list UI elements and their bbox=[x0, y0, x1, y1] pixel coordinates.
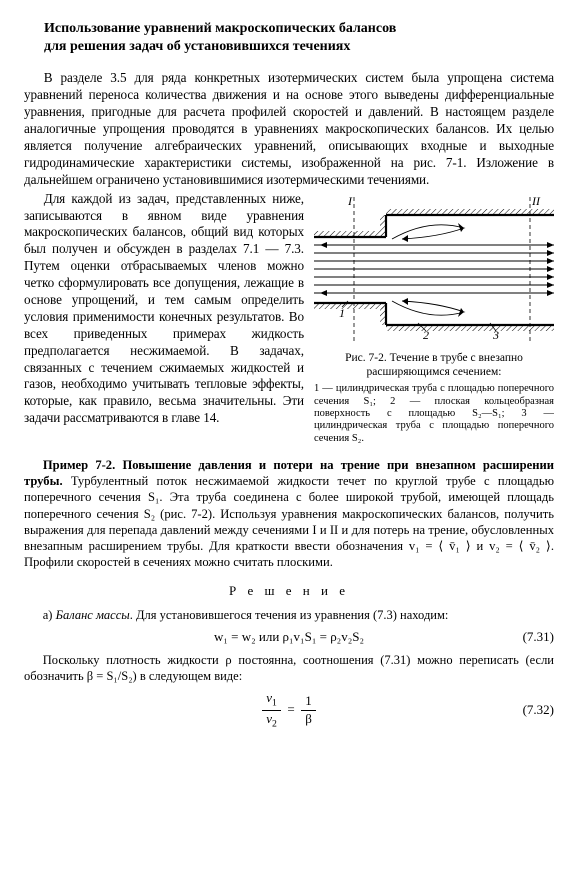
figure-caption: Рис. 7-2. Течение в трубе с внезапно рас… bbox=[314, 351, 554, 380]
eq-7-32-content: v1 v2 = 1 β bbox=[262, 690, 316, 731]
label-2: 2 bbox=[423, 328, 429, 342]
example-7-2: Пример 7-2. Повышение давления и потери … bbox=[24, 457, 554, 570]
item-a-body-text: . Для установившегося течения из уравнен… bbox=[130, 608, 449, 622]
eq-7-32-number: (7.32) bbox=[523, 702, 554, 719]
example-body: Турбулентный поток несжимаемой жидкости … bbox=[24, 474, 554, 569]
title-line-2: для решения задач об установившихся тече… bbox=[44, 39, 350, 54]
solution-a: а) Баланс массы. Для установившегося теч… bbox=[24, 607, 554, 623]
equation-7-31: w₁ = w₂ или ρ₁v₁S₁ = ρ₂v₂S₂ (7.31) bbox=[24, 629, 554, 646]
label-I: I bbox=[347, 195, 353, 208]
solution-heading: Р е ш е н и е bbox=[24, 583, 554, 600]
item-a-title: Баланс массы bbox=[56, 608, 130, 622]
label-II: II bbox=[531, 195, 541, 208]
figure-7-2: I II 1 2 3 Рис. 7-2. Течение в трубе с в… bbox=[314, 195, 554, 446]
figure-svg: I II 1 2 3 bbox=[314, 195, 554, 345]
eq-7-31-content: w₁ = w₂ или ρ₁v₁S₁ = ρ₂v₂S₂ bbox=[214, 629, 364, 646]
fraction-v1-v2: v1 v2 bbox=[262, 690, 281, 731]
paragraph-1: В разделе 3.5 для ряда конкретных изотер… bbox=[24, 70, 554, 188]
item-a-label: а) bbox=[43, 608, 56, 622]
equation-7-32: v1 v2 = 1 β (7.32) bbox=[24, 690, 554, 731]
eq-7-31-number: (7.31) bbox=[523, 629, 554, 646]
page-title: Использование уравнений макроскопических… bbox=[44, 20, 554, 56]
title-line-1: Использование уравнений макроскопических… bbox=[44, 21, 396, 36]
solution-after-1: Поскольку плотность жидкости ρ постоянна… bbox=[24, 652, 554, 684]
label-1: 1 bbox=[339, 306, 345, 320]
figure-subcaption: 1 — цилиндрическая труба с площадью попе… bbox=[314, 383, 554, 445]
fraction-1-beta: 1 β bbox=[301, 693, 316, 727]
